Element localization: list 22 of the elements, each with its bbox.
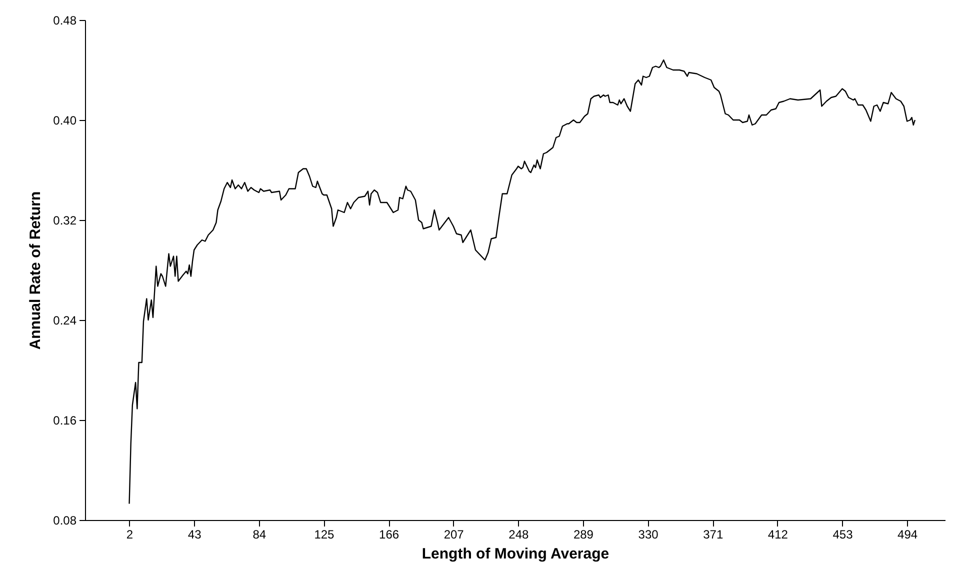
- x-tick-label: 330: [638, 528, 659, 542]
- x-tick-label: 453: [832, 528, 854, 542]
- y-tick-label: 0.40: [53, 114, 77, 128]
- x-tick-label: 248: [508, 528, 529, 542]
- y-tick-label: 0.32: [53, 214, 77, 228]
- y-axis-title: Annual Rate of Return: [27, 191, 44, 350]
- x-axis-title: Length of Moving Average: [422, 546, 610, 562]
- x-tick-label: 494: [898, 528, 918, 542]
- x-tick-label: 84: [252, 528, 266, 542]
- x-tick-label: 166: [379, 528, 400, 542]
- x-tick-label: 289: [573, 528, 594, 542]
- y-tick-label: 0.48: [53, 14, 77, 28]
- x-tick-label: 2: [126, 528, 134, 542]
- y-tick-label: 0.16: [53, 414, 77, 428]
- x-tick-label: 43: [188, 528, 202, 542]
- x-tick-label: 207: [444, 528, 464, 542]
- line-series: [128, 59, 916, 504]
- x-tick-label: 125: [314, 528, 335, 542]
- x-tick-label: 371: [703, 528, 724, 542]
- y-tick-label: 0.08: [53, 514, 77, 528]
- y-tick-label: 0.24: [53, 314, 77, 328]
- x-tick-label: 412: [768, 528, 788, 542]
